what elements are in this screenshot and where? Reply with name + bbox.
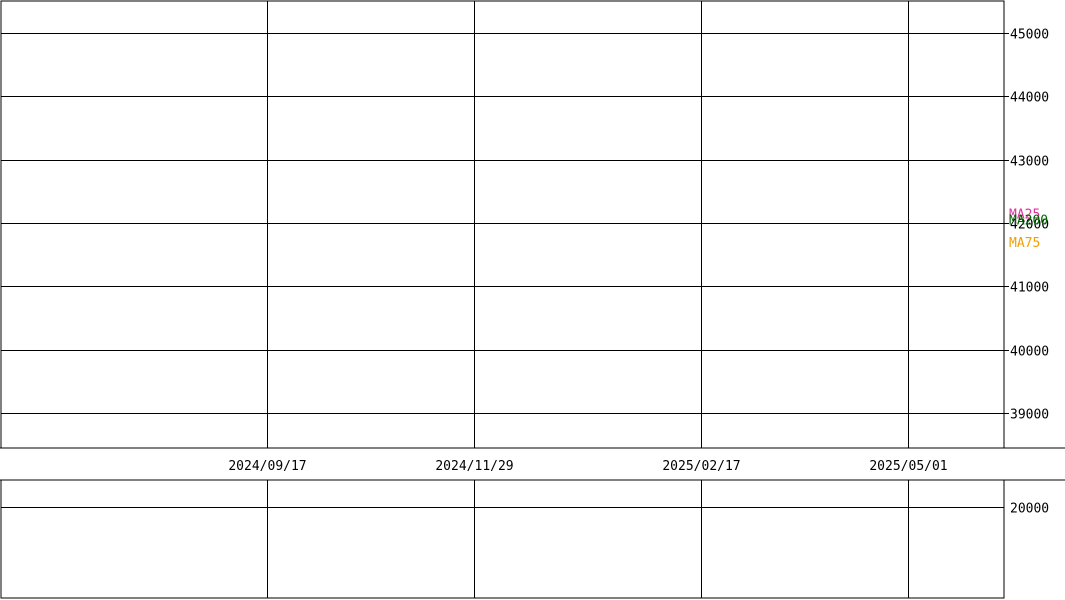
- price-tick-label: 45000: [1010, 28, 1049, 43]
- volume-plot-frame: [0, 479, 1005, 599]
- volume-tick-label: 20000: [1010, 502, 1049, 517]
- price-tick-label: 43000: [1010, 155, 1049, 170]
- legend-ma200: MA200: [1009, 214, 1048, 229]
- price-tick-label: 42000: [1010, 218, 1049, 233]
- price-tick-label: 41000: [1010, 281, 1049, 296]
- date-tick-label: 2024/11/29: [435, 459, 513, 474]
- date-tick-label: 2025/05/01: [869, 459, 947, 474]
- legend-ma75: MA75: [1009, 236, 1040, 251]
- price-tick-label: 39000: [1010, 408, 1049, 423]
- price-tick-label: 44000: [1010, 91, 1049, 106]
- date-tick-label: 2025/02/17: [662, 459, 740, 474]
- price-plot-frame: [0, 0, 1005, 449]
- price-tick-label: 40000: [1010, 345, 1049, 360]
- legend-ma25: MA25: [1009, 207, 1040, 222]
- date-tick-label: 2024/09/17: [228, 459, 306, 474]
